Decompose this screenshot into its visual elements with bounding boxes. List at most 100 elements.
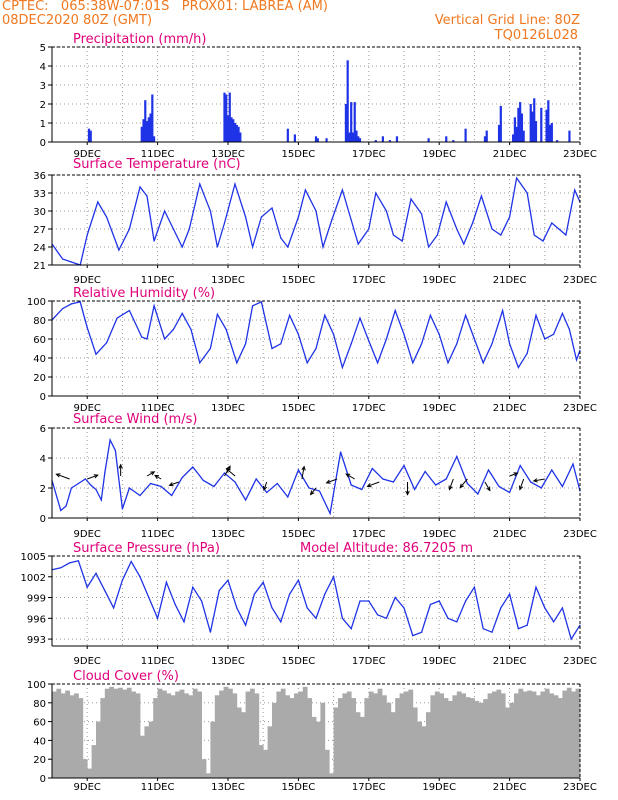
x-tick-label: 21DEC <box>493 403 527 414</box>
cloud-bar <box>399 693 405 778</box>
precip-bar <box>232 119 235 142</box>
pres-point <box>350 628 352 630</box>
rh-point <box>456 343 458 345</box>
y-tick-label: 4 <box>40 454 46 465</box>
y-tick-label: 60 <box>33 335 46 346</box>
rh-point <box>116 317 118 319</box>
temp-point <box>304 189 307 191</box>
cloud-bar <box>148 721 154 778</box>
y-tick-label: 60 <box>33 718 46 729</box>
cloud-bar <box>56 688 62 778</box>
y-tick-label: 6 <box>40 424 46 435</box>
model-altitude: Model Altitude: 86.7205 m <box>300 541 473 556</box>
wind-point <box>192 466 194 468</box>
cloud-bar <box>527 690 532 778</box>
cloud-bar <box>245 691 251 778</box>
pres-point <box>306 607 308 609</box>
precip-bar <box>152 136 156 142</box>
temp-point <box>410 198 412 200</box>
temp-point <box>500 234 502 236</box>
cloud-bar <box>333 707 339 778</box>
pres-point <box>271 607 273 609</box>
wind-point <box>121 508 123 510</box>
wind-arrow-head <box>93 474 99 479</box>
temp-point <box>297 216 299 218</box>
cloud-bar <box>465 697 471 778</box>
wind-point <box>255 478 257 480</box>
wind-arrow <box>533 478 545 482</box>
wind-point <box>90 484 92 486</box>
cloud-bar <box>302 686 308 778</box>
pres-point <box>359 600 361 602</box>
wind-arrow-head <box>486 486 491 492</box>
wind-point <box>340 451 342 453</box>
rh-point <box>544 338 546 340</box>
x-tick-label: 9DEC <box>74 275 101 286</box>
rh-point <box>350 343 352 345</box>
wind-point <box>519 464 521 467</box>
x-tick-label: 19DEC <box>422 656 456 667</box>
pres-point <box>482 628 484 630</box>
temp-point <box>188 228 190 230</box>
precip-bar <box>381 136 384 142</box>
rh-point <box>190 328 192 331</box>
rh-point <box>172 328 175 331</box>
temp-point <box>331 219 333 221</box>
pres-point <box>104 590 106 592</box>
rh-point <box>61 308 64 310</box>
temp-point <box>542 240 544 242</box>
cloud-bar <box>368 691 374 778</box>
rh-point <box>579 349 581 351</box>
chart-rh: 0 20 40 60 80 100 9DEC 11DEC 13DEC 15DEC 17DEC 19DE… <box>27 286 597 414</box>
rh-point <box>105 342 108 344</box>
pres-point <box>385 617 387 619</box>
wind-point <box>308 487 310 489</box>
temp-point <box>287 246 289 248</box>
cloud-bar <box>448 700 453 778</box>
x-tick-label: 17DEC <box>352 403 386 414</box>
x-tick-label: 15DEC <box>282 275 316 286</box>
x-tick-label: 13DEC <box>211 403 245 414</box>
pres-point <box>297 579 299 581</box>
cloud-bar <box>421 726 427 778</box>
cloud-bar <box>91 745 97 778</box>
y-tick-label: 40 <box>33 736 46 747</box>
wind-arrow <box>56 473 70 480</box>
pres-point <box>86 586 88 588</box>
wind-point <box>70 487 72 489</box>
cloud-bar <box>104 688 110 778</box>
x-tick-label: 19DEC <box>422 782 456 793</box>
pres-point <box>526 624 528 626</box>
cloud-bar <box>382 695 387 778</box>
precip-bar <box>223 92 226 142</box>
cloud-bar <box>566 687 572 778</box>
wind-arrow <box>459 478 468 488</box>
cloud-bar <box>170 695 176 778</box>
cloud-bar <box>544 688 550 778</box>
cloud-bar <box>518 688 524 778</box>
cloud-bar <box>135 693 141 778</box>
wind-point <box>445 478 447 480</box>
pres-point <box>209 631 211 633</box>
temp-point <box>252 246 254 248</box>
temp-point <box>472 222 474 224</box>
cloud-bar <box>250 688 255 778</box>
x-tick-label: 23DEC <box>563 275 597 286</box>
x-tick-label: 9DEC <box>74 529 101 540</box>
cloud-bar <box>571 691 576 778</box>
rh-point <box>181 312 183 314</box>
cloud-bar <box>223 686 229 778</box>
precip-bar <box>357 136 360 142</box>
temp-point <box>436 234 439 236</box>
y-tick-label: 21 <box>33 261 46 272</box>
x-tick-label: 11DEC <box>141 656 175 667</box>
temp-point <box>456 228 458 230</box>
pres-point <box>236 607 238 609</box>
precip-bar <box>499 105 502 142</box>
rh-point <box>526 352 528 354</box>
temp-point <box>350 219 352 221</box>
x-tick-label: 17DEC <box>352 529 386 540</box>
cloud-bar <box>536 695 541 778</box>
temp-point <box>322 246 324 248</box>
temp-point <box>463 243 465 245</box>
